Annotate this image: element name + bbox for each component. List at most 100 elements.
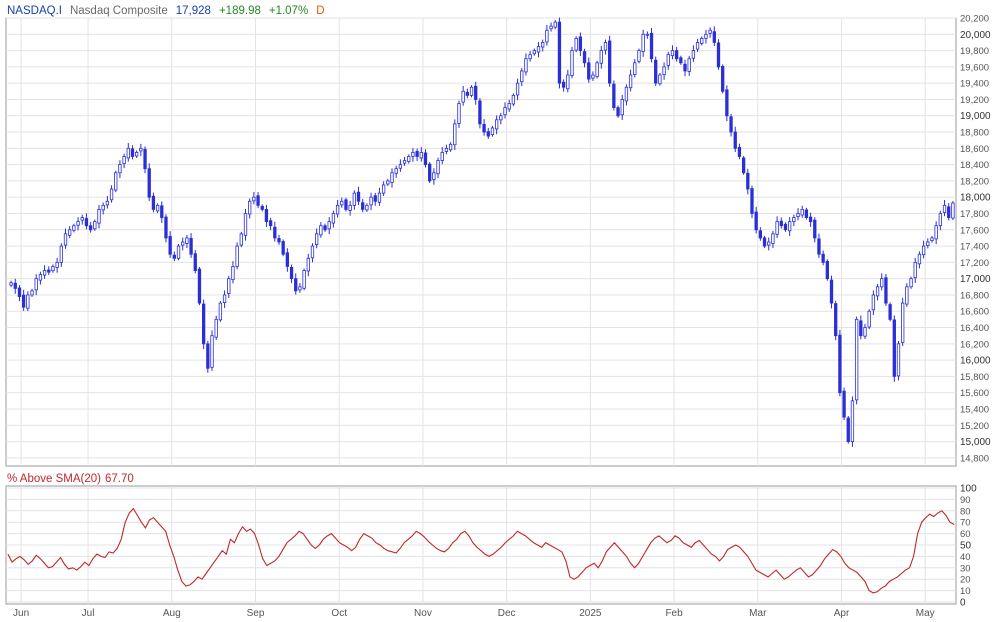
candle bbox=[867, 309, 871, 330]
candle bbox=[645, 31, 649, 39]
candle bbox=[771, 231, 775, 248]
candle bbox=[478, 98, 482, 129]
price-tick-label: 19,800 bbox=[960, 46, 989, 57]
candle bbox=[783, 222, 788, 232]
candle bbox=[59, 243, 63, 267]
candle bbox=[884, 274, 888, 306]
candle bbox=[800, 205, 804, 218]
x-axis: Jun Jul Aug Sep Oct Nov Dec 2025 Feb Mar Apr May bbox=[13, 608, 935, 619]
candle bbox=[863, 323, 867, 340]
candle bbox=[788, 217, 792, 237]
candle bbox=[411, 147, 415, 162]
indicator-tick-label: 90 bbox=[960, 495, 971, 506]
candle bbox=[541, 39, 545, 52]
indicator-tick-label: 60 bbox=[960, 529, 971, 540]
price-tick-label: 19,400 bbox=[960, 79, 989, 90]
indicator-line bbox=[7, 507, 955, 594]
candle bbox=[390, 168, 394, 188]
candle bbox=[310, 243, 315, 263]
candle bbox=[674, 46, 679, 62]
candle bbox=[842, 387, 846, 420]
x-tick-label: Apr bbox=[834, 608, 850, 619]
candle bbox=[122, 153, 126, 169]
candle bbox=[561, 79, 566, 92]
candle bbox=[13, 278, 17, 294]
candle bbox=[679, 55, 683, 65]
candle bbox=[917, 251, 922, 269]
x-tick-label: Sep bbox=[247, 608, 265, 619]
candle bbox=[733, 126, 737, 152]
price-tick-label: 15,800 bbox=[960, 372, 989, 383]
candle bbox=[248, 198, 252, 219]
candle bbox=[507, 99, 511, 112]
candle bbox=[105, 195, 110, 209]
candle bbox=[612, 80, 616, 111]
candle bbox=[34, 274, 38, 296]
candle bbox=[281, 239, 285, 257]
candle bbox=[817, 233, 821, 258]
candle bbox=[72, 223, 76, 233]
candle bbox=[381, 181, 386, 196]
candle bbox=[415, 148, 419, 161]
candle bbox=[474, 81, 478, 105]
indicator-tick-label: 30 bbox=[960, 563, 971, 574]
price-tick-label: 17,000 bbox=[960, 274, 991, 285]
candle bbox=[549, 22, 553, 32]
candle bbox=[235, 242, 239, 270]
candle bbox=[428, 162, 432, 183]
candle bbox=[494, 115, 499, 135]
candle bbox=[528, 50, 532, 62]
candle bbox=[905, 283, 909, 307]
header-legend: NASDAQ.I Nasdaq Composite 17,928 +189.98 +1.… bbox=[7, 5, 325, 17]
candle bbox=[444, 144, 449, 155]
candle bbox=[813, 217, 817, 243]
x-tick-label: Feb bbox=[665, 608, 683, 619]
candle bbox=[775, 216, 779, 239]
candle bbox=[222, 290, 227, 308]
candle bbox=[666, 51, 670, 70]
candle bbox=[239, 231, 243, 248]
candle bbox=[792, 214, 796, 227]
candle bbox=[566, 69, 570, 93]
candle bbox=[38, 271, 43, 285]
candle bbox=[97, 204, 101, 229]
candle bbox=[892, 315, 896, 382]
change-label: +189.98 bbox=[219, 5, 261, 17]
candle bbox=[716, 39, 721, 70]
candle bbox=[285, 248, 290, 272]
candle bbox=[930, 235, 934, 243]
candle bbox=[524, 53, 528, 76]
price-tick-label: 18,400 bbox=[960, 160, 989, 171]
candle bbox=[804, 207, 809, 220]
candle bbox=[130, 145, 135, 160]
candle bbox=[854, 316, 859, 405]
candle bbox=[101, 202, 105, 215]
candle bbox=[394, 165, 398, 178]
candle bbox=[181, 237, 185, 251]
price-tick-label: 19,200 bbox=[960, 95, 989, 106]
candle bbox=[252, 191, 256, 205]
price-tick-label: 14,800 bbox=[960, 453, 989, 464]
candle bbox=[704, 29, 708, 44]
candle bbox=[587, 57, 591, 83]
candle bbox=[779, 217, 783, 229]
candle bbox=[599, 46, 603, 69]
price-tick-label: 16,800 bbox=[960, 290, 989, 301]
candle bbox=[369, 192, 373, 211]
x-tick-label: May bbox=[916, 608, 935, 619]
indicator-tick-label: 80 bbox=[960, 506, 971, 517]
candle bbox=[331, 210, 336, 228]
candle bbox=[888, 302, 892, 322]
indicator-series-line bbox=[7, 507, 955, 594]
index-name-label: Nasdaq Composite bbox=[70, 5, 168, 17]
candle bbox=[767, 237, 771, 251]
candle bbox=[687, 55, 691, 76]
period-label: D bbox=[316, 5, 324, 17]
candle bbox=[700, 36, 704, 46]
candle bbox=[206, 340, 210, 373]
candle bbox=[168, 231, 172, 258]
candle bbox=[762, 235, 767, 249]
candle bbox=[147, 163, 151, 201]
candle bbox=[118, 160, 122, 179]
